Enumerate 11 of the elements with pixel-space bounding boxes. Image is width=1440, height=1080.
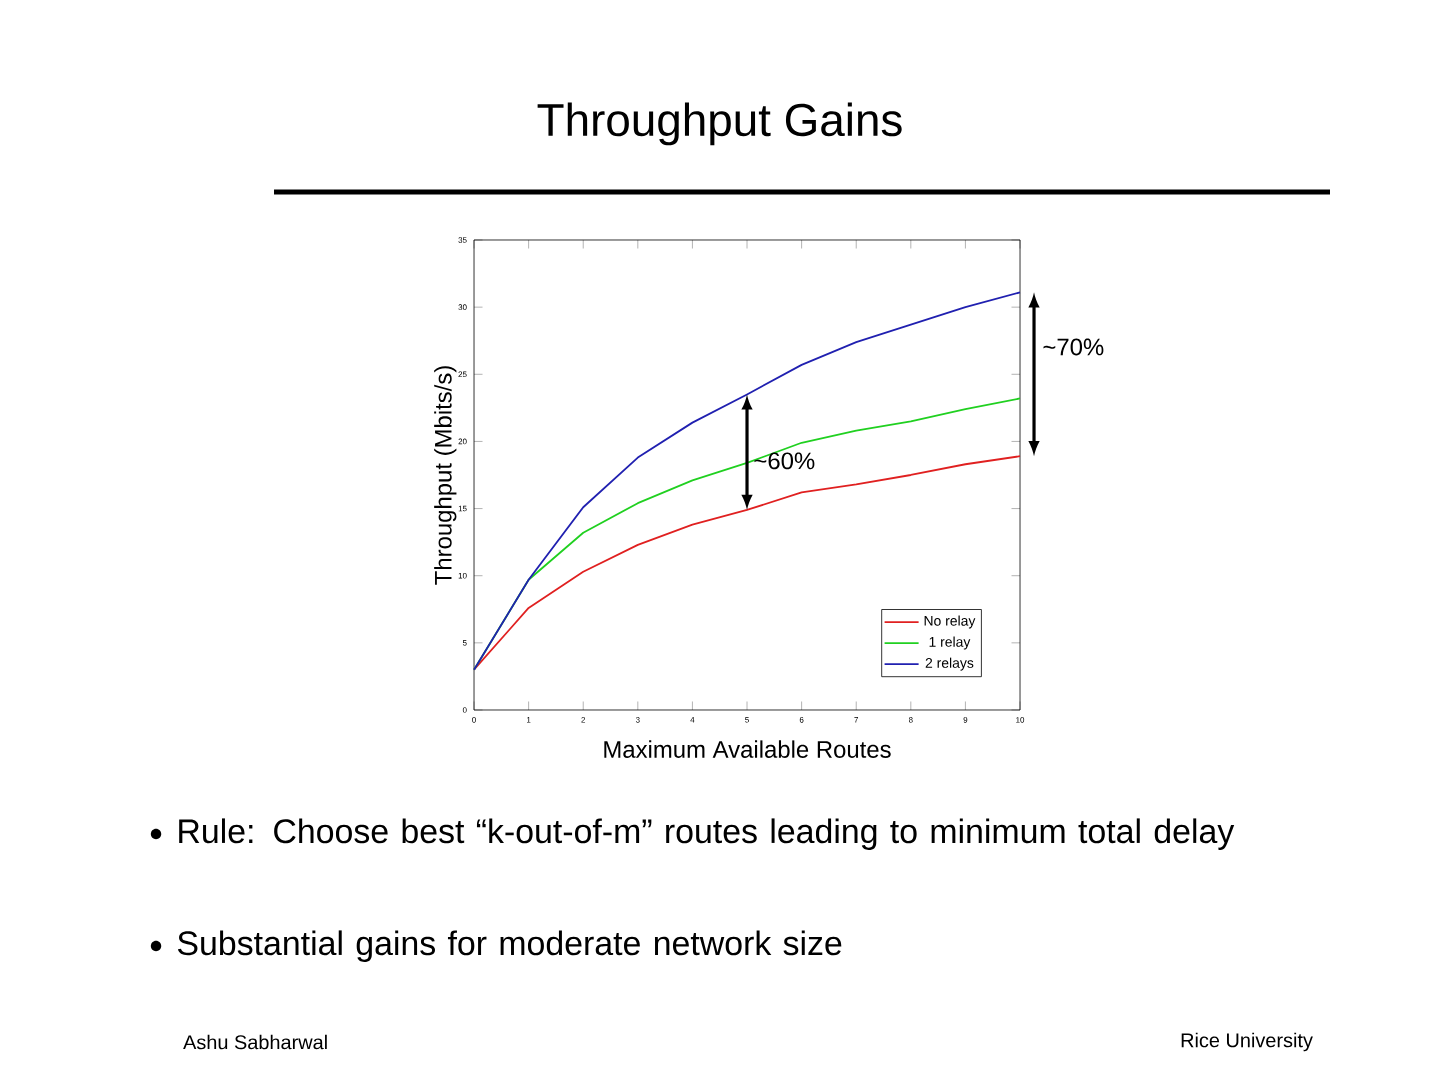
text: Rule: Choose best “k-out-of-m” routes leading to minimum total delay bbox=[179, 818, 1235, 850]
line-series bbox=[473, 455, 1021, 671]
text: ~70% bbox=[1043, 338, 1104, 356]
text: Ashu Sabharwal bbox=[183, 1034, 327, 1050]
y-axis-title: Throughput (Mbits/s) bbox=[434, 366, 457, 585]
annotation: ~60% bbox=[754, 452, 815, 470]
chart-title: Throughput Gains bbox=[537, 102, 902, 146]
line-series bbox=[473, 291, 1021, 671]
text: Rice University bbox=[1181, 1032, 1313, 1052]
x-axis-title: Maximum Available Routes bbox=[604, 740, 891, 758]
text: Substantial gains for moderate network size bbox=[177, 930, 842, 962]
